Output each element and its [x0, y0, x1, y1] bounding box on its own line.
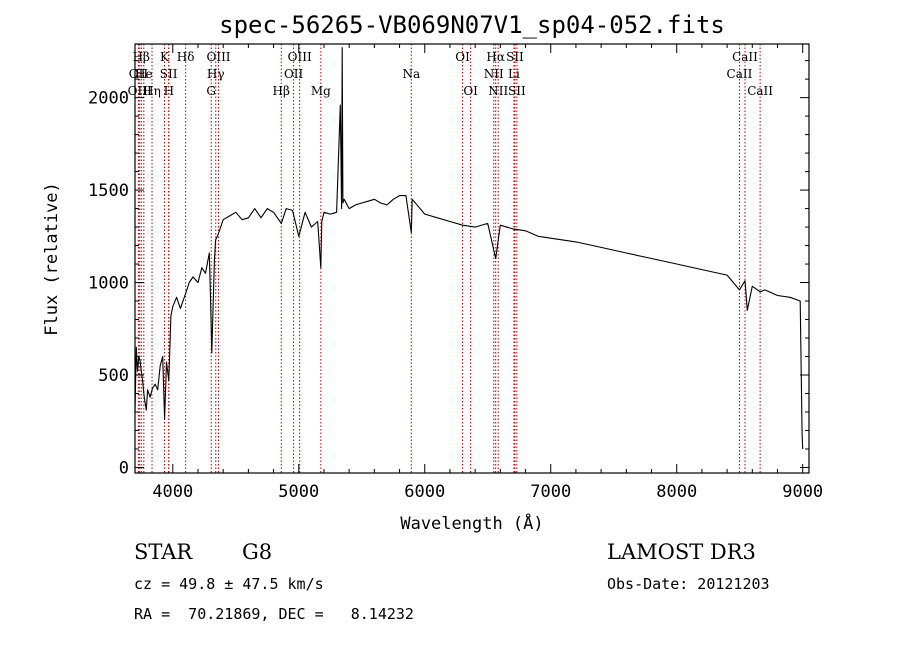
plot-frame [134, 43, 810, 474]
y-tick-label: 1500 [88, 181, 129, 201]
marker-label: Hδ [177, 50, 195, 64]
x-tick-label: 9000 [782, 482, 823, 502]
marker-label: NII [484, 67, 504, 81]
marker-label: CaII [727, 67, 753, 81]
marker-label: OII [284, 67, 304, 81]
spectrum-line [134, 47, 804, 450]
marker-label: Na [402, 67, 420, 81]
marker-label: G [206, 84, 216, 98]
marker-label: SII [160, 67, 178, 81]
marker-label: CaII [732, 50, 758, 64]
chart-title: spec-56265-VB069N07V1_sp04-052.fits [219, 11, 725, 39]
x-tick-label: 4000 [152, 482, 193, 502]
marker-label: Li [508, 67, 520, 81]
marker-label: OIII [206, 50, 230, 64]
y-axis-label: Flux (relative) [42, 182, 62, 336]
axis-ticks [135, 44, 809, 473]
marker-label: Hβ [273, 84, 290, 98]
marker-label: H [164, 84, 174, 98]
object-class: STAR [134, 540, 193, 564]
x-axis-label: Wavelength (Å) [400, 512, 543, 534]
marker-label: OIII [288, 50, 312, 64]
y-tick-labels: 0 500 1000 1500 2000 [88, 89, 129, 479]
y-tick-label: 0 [119, 458, 129, 478]
marker-label: Hη [143, 84, 161, 98]
x-tick-label: 6000 [404, 482, 445, 502]
x-tick-label: 7000 [530, 482, 571, 502]
object-subclass: G8 [242, 540, 272, 564]
marker-label: He [135, 67, 153, 81]
x-tick-label: 5000 [278, 482, 319, 502]
y-tick-label: 1000 [88, 274, 129, 294]
marker-label: K [160, 50, 170, 64]
marker-label: OI [463, 84, 478, 98]
y-tick-label: 2000 [88, 89, 129, 109]
marker-label: CaII [747, 84, 773, 98]
y-tick-label: 500 [98, 366, 129, 386]
coordinates: RA = 70.21869, DEC = 8.14232 [134, 605, 414, 623]
marker-label: Hα [486, 50, 505, 64]
marker-label: OII [129, 67, 149, 81]
marker-label: SII [508, 84, 526, 98]
marker-label: OI [455, 50, 470, 64]
redshift-velocity: cz = 49.8 ± 47.5 km/s [134, 575, 324, 593]
x-tick-labels: 4000 5000 6000 7000 8000 9000 [152, 482, 823, 502]
marker-label: NII [488, 84, 508, 98]
survey-name: LAMOST DR3 [607, 540, 756, 564]
marker-label: SII [506, 50, 524, 64]
x-tick-label: 8000 [656, 482, 697, 502]
observation-date: Obs-Date: 20121203 [607, 575, 770, 593]
marker-label: Hγ [207, 67, 225, 81]
spectral-line-markers [137, 44, 761, 473]
marker-label: OIII [128, 84, 152, 98]
marker-label: Mg [311, 84, 331, 98]
